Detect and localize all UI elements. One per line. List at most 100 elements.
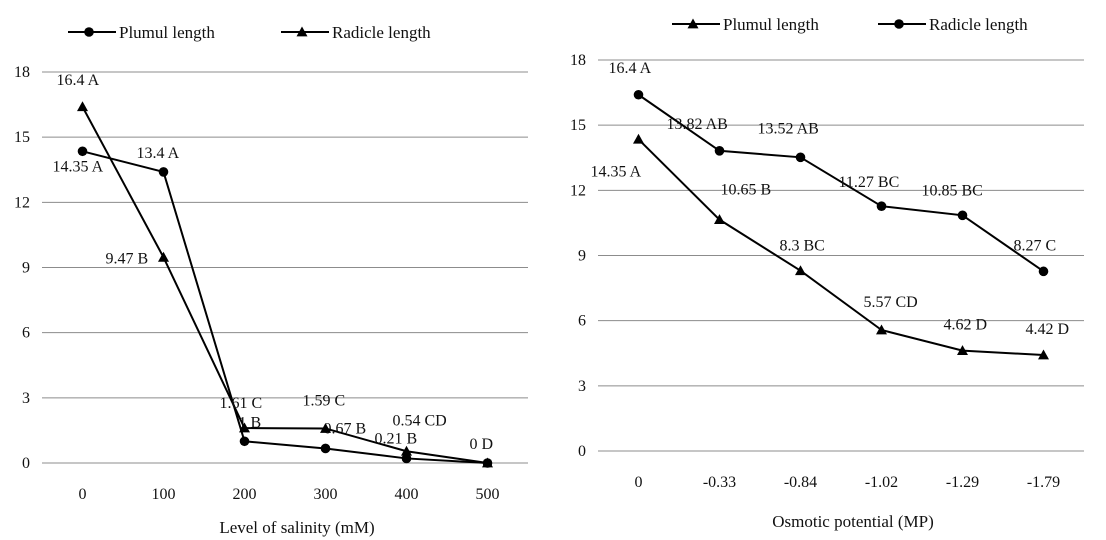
osmotic-plumul-length-point [957, 345, 968, 356]
osmotic-chart: 0 3 6 9 12 15 18 0 -0.33 -0.84 -1.02 -1.29 -1.79 Osmo… [556, 0, 1106, 540]
salinity-plumul-length-point [320, 443, 331, 454]
osmotic-plumul-length-data-label: 4.62 D [944, 317, 988, 334]
osmotic-radicle-length-point [714, 145, 725, 156]
salinity-y-tick-label: 6 [22, 325, 30, 342]
salinity-x-tick-label: 400 [395, 486, 419, 503]
osmotic-x-tick-label: -1.79 [1027, 474, 1060, 491]
salinity-x-axis-title: Level of salinity (mM) [219, 518, 374, 537]
salinity-x-axis: 0 100 200 300 400 500 [79, 486, 500, 503]
osmotic-y-tick-label: 3 [578, 378, 586, 395]
osmotic-radicle-length-point [957, 210, 968, 221]
osmotic-chart-svg: 0 3 6 9 12 15 18 0 -0.33 -0.84 -1.02 -1.29 -1.79 Osmo… [570, 15, 1084, 531]
salinity-radicle-length-point [320, 422, 331, 433]
salinity-radicle-length-point [482, 457, 493, 468]
osmotic-x-tick-label: 0 [635, 474, 643, 491]
osmotic-legend: Plumul length Radicle length [672, 15, 1028, 34]
osmotic-legend-label: Plumul length [723, 15, 819, 34]
osmotic-gridlines [598, 59, 1084, 452]
osmotic-radicle-length-data-label: 8.27 C [1014, 237, 1057, 254]
osmotic-radicle-length-data-label: 10.85 BC [922, 182, 983, 199]
salinity-radicle-length-data-label: 1.59 C [303, 392, 346, 409]
salinity-plumul-length-line [82, 150, 488, 464]
salinity-legend-marker [84, 27, 94, 37]
osmotic-x-tick-label: -0.84 [784, 474, 817, 491]
salinity-y-tick-label: 12 [14, 194, 30, 211]
salinity-radicle-length-data-label: 0.54 CD [393, 412, 447, 429]
osmotic-y-tick-label: 6 [578, 313, 586, 330]
salinity-plumul-length-data-label: 0.67 B [324, 420, 367, 437]
osmotic-radicle-length-data-label: 11.27 BC [839, 174, 900, 191]
salinity-legend: Plumul length Radicle length [68, 23, 431, 42]
osmotic-x-tick-label: -0.33 [703, 474, 736, 491]
osmotic-plumul-length-data-label: 4.42 D [1026, 321, 1070, 338]
osmotic-radicle-length-data-label: 13.82 AB [667, 116, 728, 133]
osmotic-plumul-length-point [876, 324, 887, 335]
osmotic-x-axis: 0 -0.33 -0.84 -1.02 -1.29 -1.79 [635, 474, 1061, 491]
salinity-plumul-length-point [158, 167, 169, 177]
osmotic-radicle-length-point [1038, 266, 1049, 277]
osmotic-y-tick-label: 0 [578, 443, 586, 460]
salinity-plumul-length-point [239, 436, 250, 447]
osmotic-legend-item-radicle-length: Radicle length [878, 15, 1028, 34]
osmotic-legend-marker [894, 19, 904, 29]
salinity-y-tick-label: 0 [22, 455, 30, 472]
salinity-x-tick-label: 0 [79, 486, 87, 503]
salinity-series-radicle-length: 16.4 A 9.47 B 1.61 C 1.59 C 0.54 CD [57, 72, 493, 468]
osmotic-y-axis: 0 3 6 9 12 15 18 [570, 52, 586, 460]
salinity-plumul-length-data-label: 0.21 B [375, 430, 418, 447]
salinity-x-tick-label: 100 [152, 486, 176, 503]
osmotic-radicle-length-line [637, 93, 1045, 273]
osmotic-legend-label: Radicle length [929, 15, 1028, 34]
osmotic-legend-item-plumul-length: Plumul length [672, 15, 819, 34]
salinity-x-tick-label: 200 [233, 486, 257, 503]
salinity-plumul-length-point [401, 453, 412, 464]
salinity-y-axis: 0 3 6 9 12 15 18 [14, 64, 30, 472]
osmotic-x-axis-title: Osmotic potential (MP) [772, 512, 933, 531]
osmotic-plumul-length-point [714, 214, 725, 225]
salinity-chart-svg: 0 3 6 9 12 15 18 0 100 200 300 400 500 Level of salin… [14, 23, 528, 537]
osmotic-plumul-length-data-label: 5.57 CD [864, 294, 918, 311]
salinity-x-tick-label: 300 [314, 486, 338, 503]
osmotic-radicle-length-data-label: 13.52 AB [758, 120, 819, 137]
salinity-y-tick-label: 18 [14, 64, 30, 81]
salinity-plumul-length-point [77, 146, 88, 157]
osmotic-legend-marker [687, 18, 699, 29]
osmotic-plumul-length-data-label: 14.35 A [591, 163, 642, 180]
osmotic-y-tick-label: 15 [570, 117, 586, 134]
salinity-y-tick-label: 15 [14, 129, 30, 146]
osmotic-radicle-length-point [795, 152, 806, 163]
salinity-gridlines [42, 71, 528, 464]
salinity-legend-item-radicle-length: Radicle length [281, 23, 431, 42]
osmotic-radicle-length-point [633, 89, 644, 100]
salinity-y-tick-label: 9 [22, 260, 30, 277]
salinity-chart: 0 3 6 9 12 15 18 0 100 200 300 400 500 Level of salin… [0, 0, 548, 540]
salinity-radicle-length-point [239, 422, 250, 433]
osmotic-plumul-length-data-label: 10.65 B [721, 182, 772, 199]
osmotic-plumul-length-line [637, 138, 1044, 356]
osmotic-y-tick-label: 18 [570, 52, 586, 69]
osmotic-series-plumul-length: 14.35 A 10.65 B 8.3 BC 5.57 CD 4.62 D 4.42 D [591, 133, 1070, 360]
salinity-radicle-length-data-label: 1.61 C [220, 395, 263, 412]
osmotic-plumul-length-data-label: 8.3 BC [780, 238, 825, 255]
osmotic-plumul-length-point [1038, 349, 1049, 360]
salinity-x-tick-label: 500 [476, 486, 500, 503]
osmotic-y-tick-label: 9 [578, 248, 586, 265]
salinity-y-tick-label: 3 [22, 390, 30, 407]
salinity-radicle-length-point [401, 445, 412, 456]
salinity-plumul-length-data-label: 14.35 A [53, 158, 104, 175]
osmotic-y-tick-label: 12 [570, 182, 586, 199]
salinity-plumul-length-data-label: 0 D [470, 436, 494, 453]
salinity-legend-label: Radicle length [332, 23, 431, 42]
salinity-radicle-length-point [158, 251, 169, 262]
osmotic-radicle-length-data-label: 16.4 A [609, 60, 652, 77]
osmotic-radicle-length-point [876, 201, 887, 211]
osmotic-x-tick-label: -1.02 [865, 474, 898, 491]
salinity-plumul-length-data-label: 13.4 A [137, 145, 180, 162]
osmotic-plumul-length-point [633, 133, 644, 144]
osmotic-x-tick-label: -1.29 [946, 474, 979, 491]
salinity-legend-marker [296, 26, 308, 37]
salinity-radicle-length-data-label: 16.4 A [57, 72, 100, 89]
osmotic-series-radicle-length: 16.4 A 13.82 AB 13.52 AB 11.27 BC 10.85 BC 8.… [609, 60, 1057, 277]
salinity-legend-item-plumul-length: Plumul length [68, 23, 215, 42]
